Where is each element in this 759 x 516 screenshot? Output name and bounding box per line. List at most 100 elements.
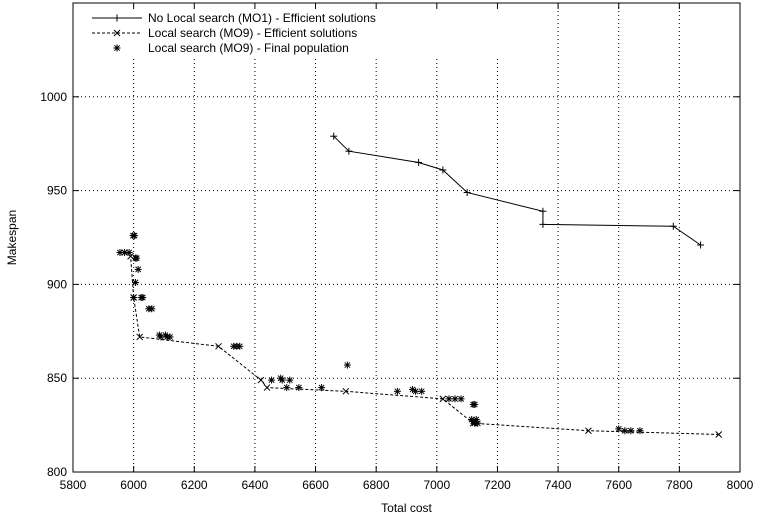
y-tick-label: 850 [47,371,67,385]
x-tick-label: 6600 [302,478,329,492]
data-point [412,387,420,395]
data-point [148,305,156,313]
plot-frame [72,2,741,473]
y-tick-label: 800 [47,465,67,479]
x-axis-label: Total cost [381,501,432,515]
x-marker-b [132,279,139,286]
x-tick-label: 6200 [181,478,208,492]
y-tick-label: 900 [47,277,67,291]
x-marker-b [263,384,271,391]
x-marker-b [452,395,458,402]
series-1 [330,132,705,249]
data-point [130,294,138,302]
x-marker-b [117,249,123,256]
x-marker-b [295,384,302,391]
data-point [393,387,401,395]
data-point [133,254,141,262]
data-point [451,395,459,403]
x-marker-b [113,29,121,37]
data-point [345,147,353,155]
x-marker-b [412,388,419,395]
x-marker-b [127,252,134,260]
x-marker-b [257,376,265,384]
data-point [268,376,276,384]
x-tick-label: 7200 [484,478,511,492]
data-point [585,427,592,435]
data-point [474,419,482,427]
x-marker-b [283,384,290,391]
data-point [131,232,139,240]
y-tick-label: 950 [47,184,67,198]
data-point [415,158,423,166]
series-line [124,252,719,435]
data-point [139,294,147,302]
x-marker-b [148,305,155,312]
x-marker-b [409,386,416,393]
x-marker-b [236,343,243,350]
data-point [697,241,705,249]
data-point [215,342,222,350]
x-marker-b [268,377,275,384]
data-point [457,395,465,403]
x-tick-label: 7600 [605,478,632,492]
data-point [471,400,479,408]
x-marker-b [135,266,142,273]
series-3 [116,232,644,435]
data-point [615,425,623,433]
data-point [278,376,286,384]
x-marker-b [126,249,133,256]
x-tick-label: 8000 [727,478,754,492]
x-marker-b [473,416,480,423]
x-tick-label: 6400 [242,478,269,492]
data-point [283,384,291,392]
data-point [445,395,453,403]
x-marker-b [215,342,222,350]
x-marker-b [139,294,146,301]
data-point [343,361,351,369]
data-point [236,342,244,350]
data-point [131,279,139,287]
data-point [166,333,174,341]
x-marker-b [615,425,622,432]
data-point [439,395,447,403]
x-marker-b [636,427,643,434]
x-tick-label: 7400 [545,478,572,492]
grid-lines [73,3,740,472]
x-tick-label: 7000 [423,478,450,492]
x-tick-label: 6800 [363,478,390,492]
x-tick-label: 5800 [60,478,87,492]
data-point [418,387,426,395]
data-point [627,427,635,435]
x-marker-b [131,232,138,239]
legend-entry-1: No Local search (MO1) - Efficient soluti… [92,11,376,25]
x-marker-b [114,45,120,51]
data-point [318,384,326,392]
data-point [472,415,480,423]
x-marker-b [279,377,286,384]
x-marker-b [585,427,592,435]
legend-label: Local search (MO9) - Efficient solutions [148,26,357,40]
axes: 5800 6000 6200 6400 6600 6800 7000 7200 7400 7600… [40,2,754,492]
x-marker-b [418,388,425,395]
data-point [134,265,142,273]
legend: No Local search (MO1) - Efficient soluti… [92,11,376,55]
data-point [669,222,677,230]
legend-label: Local search (MO9) - Final population [148,41,349,55]
data-point [539,207,547,215]
x-marker-b [627,427,634,434]
y-axis-label: Makespan [5,210,19,265]
data-point [136,333,144,341]
data-point [286,376,294,384]
data-point [295,384,303,392]
x-marker-b [445,395,452,402]
legend-label: No Local search (MO1) - Efficient soluti… [148,11,376,25]
data-point [539,220,547,228]
data-point [636,427,644,435]
x-tick-label: 6000 [120,478,147,492]
x-marker-b [121,249,128,256]
x-marker-b [286,377,293,384]
data-point [257,376,265,384]
series-2 [121,249,723,438]
x-marker-b [471,401,478,408]
